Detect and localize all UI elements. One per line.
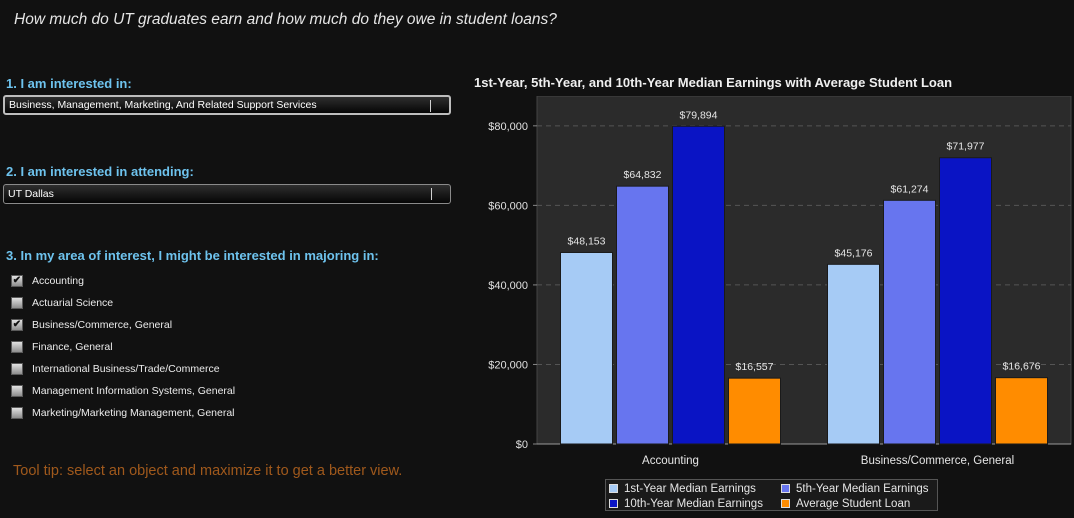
legend-label: 1st-Year Median Earnings bbox=[624, 482, 756, 495]
bar bbox=[616, 185, 669, 445]
checkbox-icon[interactable]: ✔ bbox=[11, 319, 23, 331]
bar bbox=[672, 125, 725, 445]
legend-label: 10th-Year Median Earnings bbox=[624, 497, 763, 510]
major-option[interactable]: ✔ Business/Commerce, General bbox=[11, 314, 235, 336]
bar bbox=[883, 199, 936, 445]
major-option[interactable]: Finance, General bbox=[11, 336, 235, 358]
dropdown-caret-icon bbox=[430, 100, 431, 112]
major-option[interactable]: Actuarial Science bbox=[11, 292, 235, 314]
major-option-label: Marketing/Marketing Management, General bbox=[32, 407, 235, 419]
interest-selected: Business, Management, Marketing, And Rel… bbox=[9, 99, 317, 111]
major-option[interactable]: International Business/Trade/Commerce bbox=[11, 358, 235, 380]
checkbox-icon[interactable] bbox=[11, 297, 23, 309]
chart-legend: 1st-Year Median Earnings 5th-Year Median… bbox=[605, 479, 938, 511]
legend-item[interactable]: 1st-Year Median Earnings bbox=[609, 481, 781, 496]
checkbox-icon[interactable] bbox=[11, 407, 23, 419]
attending-dropdown[interactable]: UT Dallas bbox=[3, 184, 451, 204]
majors-heading: 3. In my area of interest, I might be in… bbox=[6, 248, 379, 263]
legend-swatch bbox=[609, 499, 618, 508]
bar-data-label: $16,676 bbox=[1003, 361, 1041, 373]
major-option[interactable]: Marketing/Marketing Management, General bbox=[11, 402, 235, 424]
major-option-label: Accounting bbox=[32, 275, 84, 287]
bar-data-label: $48,153 bbox=[568, 235, 606, 247]
legend-swatch bbox=[609, 484, 618, 493]
y-tick-label: $80,000 bbox=[488, 121, 528, 133]
major-option-label: Finance, General bbox=[32, 341, 113, 353]
bar bbox=[939, 157, 992, 445]
y-tick-label: $60,000 bbox=[488, 200, 528, 212]
bar bbox=[560, 251, 613, 445]
interest-dropdown[interactable]: Business, Management, Marketing, And Rel… bbox=[3, 95, 451, 115]
chart-title: 1st-Year, 5th-Year, and 10th-Year Median… bbox=[474, 75, 953, 90]
legend-label: Average Student Loan bbox=[796, 497, 911, 510]
bar-chart[interactable]: $0 $20,000 $40,000 $60,000 $80,000 $48,153 $64… bbox=[462, 96, 1074, 476]
checkbox-icon[interactable]: ✔ bbox=[11, 275, 23, 287]
bar bbox=[827, 263, 880, 445]
major-option-label: International Business/Trade/Commerce bbox=[32, 363, 220, 375]
checkbox-icon[interactable] bbox=[11, 341, 23, 353]
y-tick-label: $40,000 bbox=[488, 280, 528, 292]
x-category-label: Business/Commerce, General bbox=[861, 455, 1014, 467]
legend-item[interactable]: Average Student Loan bbox=[781, 496, 941, 511]
interest-heading: 1. I am interested in: bbox=[6, 76, 132, 91]
x-category-label: Accounting bbox=[642, 455, 699, 467]
bar-data-label: $71,977 bbox=[947, 141, 985, 153]
majors-checklist: ✔ Accounting Actuarial Science ✔ Busines… bbox=[11, 270, 235, 424]
legend-item[interactable]: 5th-Year Median Earnings bbox=[781, 481, 941, 496]
bar-data-label: $79,894 bbox=[680, 109, 718, 121]
bar bbox=[995, 377, 1048, 445]
legend-swatch bbox=[781, 484, 790, 493]
y-tick-label: $20,000 bbox=[488, 359, 528, 371]
major-option-label: Business/Commerce, General bbox=[32, 319, 173, 331]
bar bbox=[728, 377, 781, 445]
attending-selected: UT Dallas bbox=[8, 188, 54, 200]
checkbox-icon[interactable] bbox=[11, 385, 23, 397]
bar-data-label: $45,176 bbox=[835, 247, 873, 259]
legend-label: 5th-Year Median Earnings bbox=[796, 482, 929, 495]
legend-swatch bbox=[781, 499, 790, 508]
legend-item[interactable]: 10th-Year Median Earnings bbox=[609, 496, 781, 511]
tooltip-text: Tool tip: select an object and maximize … bbox=[13, 463, 403, 479]
major-option-label: Management Information Systems, General bbox=[32, 385, 236, 397]
major-option[interactable]: Management Information Systems, General bbox=[11, 380, 235, 402]
checkbox-icon[interactable] bbox=[11, 363, 23, 375]
major-option[interactable]: ✔ Accounting bbox=[11, 270, 235, 292]
y-tick-label: $0 bbox=[516, 439, 528, 451]
bar-data-label: $61,274 bbox=[891, 183, 929, 195]
attending-heading: 2. I am interested in attending: bbox=[6, 164, 194, 179]
bar-data-label: $16,557 bbox=[736, 361, 774, 373]
major-option-label: Actuarial Science bbox=[32, 297, 114, 309]
page-title: How much do UT graduates earn and how mu… bbox=[14, 11, 557, 28]
bar-data-label: $64,832 bbox=[624, 169, 662, 181]
dropdown-caret-icon bbox=[431, 188, 432, 200]
